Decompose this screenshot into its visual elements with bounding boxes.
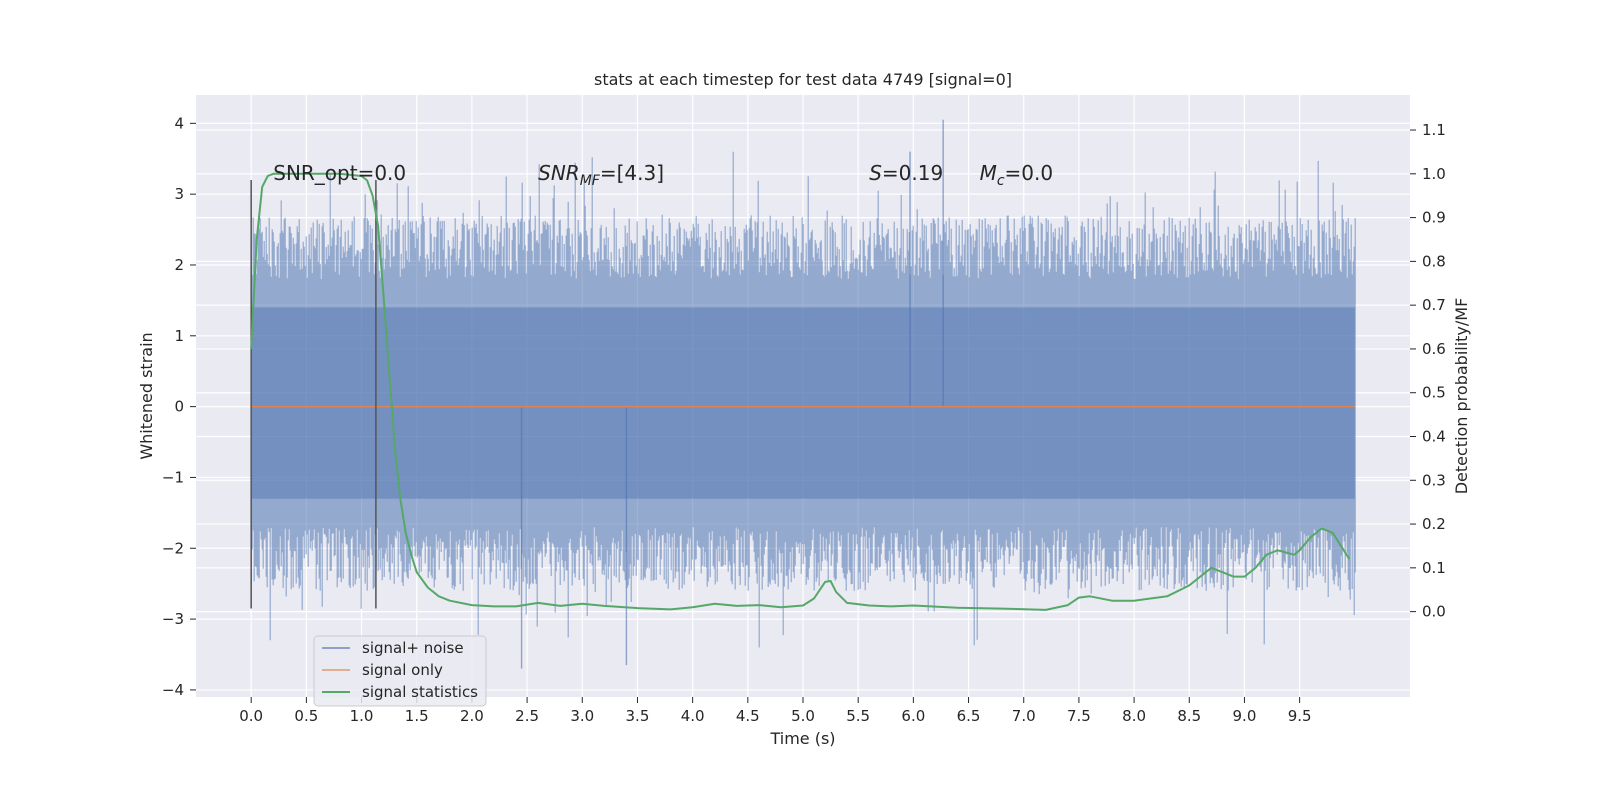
y2-tick-label: 0.5 (1422, 384, 1446, 402)
y-tick-label: 2 (174, 256, 184, 274)
y-tick-label: −4 (162, 681, 184, 699)
x-tick-label: 3.5 (626, 707, 650, 725)
x-tick-label: 8.0 (1122, 707, 1146, 725)
annotation-main: M (980, 161, 997, 185)
x-tick-label: 6.5 (957, 707, 981, 725)
y2-tick-label: 1.0 (1422, 165, 1446, 183)
annotation-rest: =0.0 (1005, 161, 1054, 185)
annotation-1: SNRMF=[4.3] (538, 161, 664, 189)
annotations: SNR_opt=0.0 SNRMF=[4.3] S=0.19 Mc=0.0 (273, 161, 1053, 189)
x-tick-label: 0.5 (294, 707, 318, 725)
x-tick-label: 7.0 (1012, 707, 1036, 725)
legend-label: signal statistics (362, 683, 478, 701)
x-tick-label: 4.0 (681, 707, 705, 725)
x-tick-label: 0.0 (239, 707, 263, 725)
x-axis-label: Time (s) (769, 729, 835, 748)
y-tick-label: −1 (162, 468, 184, 486)
annotation-rest: =0.19 (882, 161, 943, 185)
x-tick-label: 1.0 (350, 707, 374, 725)
noise-core (251, 307, 1355, 499)
x-tick-label: 2.5 (515, 707, 539, 725)
annotation-subscript: c (997, 173, 1005, 189)
annotation-rest: =[4.3] (600, 161, 664, 185)
y2-axis-label: Detection probability/MF (1452, 298, 1471, 495)
annotation-0: SNR_opt=0.0 (273, 161, 406, 185)
legend: signal+ noise signal only signal statistic… (313, 635, 487, 707)
annotation-main: S (869, 161, 882, 185)
y-tick-label: 4 (174, 114, 184, 132)
y2-tick-label: 0.3 (1422, 471, 1446, 489)
annotation-3: Mc=0.0 (980, 161, 1054, 189)
x-tick-label: 5.5 (846, 707, 870, 725)
y-tick-label: −3 (162, 610, 184, 628)
y-tick-label: −2 (162, 539, 184, 557)
y2-tick-label: 0.9 (1422, 209, 1446, 227)
signal-noise-series (250, 119, 1356, 669)
y-tick-label: 1 (174, 327, 184, 345)
x-tick-label: 8.5 (1177, 707, 1201, 725)
y2-tick-label: 1.1 (1422, 121, 1446, 139)
y2-tick-label: 0.8 (1422, 252, 1446, 270)
x-tick-label: 3.0 (570, 707, 594, 725)
y2-tick-label: 0.4 (1422, 427, 1446, 445)
y2-tick-label: 0.0 (1422, 603, 1446, 621)
annotation-main: SNR (538, 161, 580, 185)
x-tick-label: 4.5 (736, 707, 760, 725)
y2-tick-label: 0.1 (1422, 559, 1446, 577)
series-layer (250, 172, 1355, 611)
legend-box (313, 635, 487, 707)
y2-tick-label: 0.7 (1422, 296, 1446, 314)
y2-tick-label: 0.2 (1422, 515, 1446, 533)
x-tick-label: 9.5 (1288, 707, 1312, 725)
y2-tick-label: 0.6 (1422, 340, 1446, 358)
y-tick-label: 3 (174, 185, 184, 203)
signal-statistics-line (250, 172, 1351, 611)
x-tick-label: 1.5 (405, 707, 429, 725)
x-tick-label: 9.0 (1233, 707, 1257, 725)
y-axis-label: Whitened strain (137, 332, 156, 459)
chart-title: stats at each timestep for test data 474… (594, 70, 1012, 89)
legend-label: signal+ noise (362, 639, 464, 657)
x-tick-label: 2.0 (460, 707, 484, 725)
y-tick-label: 0 (174, 398, 184, 416)
annotation-2: S=0.19 (869, 161, 943, 185)
x-tick-label: 5.0 (791, 707, 815, 725)
x-tick-label: 6.0 (901, 707, 925, 725)
axes: 0.0 0.5 1.0 1.5 2.0 2.5 3.0 3.5 4.0 4.5 5.0 5.5 6.0 6… (162, 114, 1446, 725)
x-tick-label: 7.5 (1067, 707, 1091, 725)
annotation-subscript: MF (580, 173, 601, 189)
legend-label: signal only (362, 661, 443, 679)
